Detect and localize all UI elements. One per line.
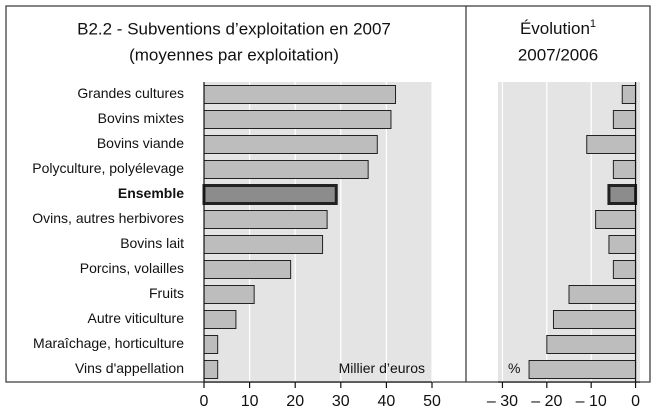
bar [612,260,637,279]
bar [203,310,237,329]
x-tick-label: – 30 [487,393,518,410]
x-tick-label: 50 [423,393,441,410]
category-label: Porcins, volailles [80,260,184,276]
plot-area [498,82,640,382]
bar [203,285,255,304]
bar [612,160,637,179]
x-tick-label: 0 [631,393,640,410]
panel-subtitle: 2007/2006 [518,45,598,64]
category-label: Fruits [149,285,184,301]
panel-title: Évolution1 [520,18,596,39]
x-tick-label: 0 [200,393,209,410]
bar [203,210,328,229]
category-label: Bovins mixtes [98,110,184,126]
bar [612,110,637,129]
category-label: Bovins lait [120,235,184,251]
bar [203,85,397,104]
category-label: Autre viticulture [88,310,185,326]
category-label: Vins d'appellation [75,360,184,376]
bar [595,210,637,229]
x-tick-label: 40 [378,393,396,410]
chart-title: B2.2 - Subventions d’exploitation en 200… [77,19,391,38]
title-main: Évolution [520,19,590,38]
bar [608,235,637,254]
bar [203,235,324,254]
x-tick-label: 20 [286,393,304,410]
bar [202,184,338,205]
category-label: Maraîchage, horticulture [33,335,184,351]
bar [203,160,369,179]
category-label: Ovins, autres herbivores [32,210,184,226]
bar [607,184,638,205]
category-label: Grandes cultures [77,85,184,101]
category-label: Polyculture, polyélevage [32,160,184,176]
x-tick-label: – 10 [576,393,607,410]
x-tick-label: – 20 [531,393,562,410]
bar [203,135,378,154]
chart-subtitle: (moyennes par exploitation) [129,45,339,64]
title-sup: 1 [590,18,596,30]
bar [203,110,392,129]
category-label: Bovins viande [97,135,184,151]
bar [552,310,637,329]
bar [568,285,637,304]
x-tick-label: 30 [332,393,350,410]
category-label: Ensemble [118,185,184,201]
x-tick-label: 10 [241,393,259,410]
bar [203,360,219,379]
bar [546,335,637,354]
bar [528,360,637,379]
plot-area [204,82,432,382]
bar [203,335,219,354]
bar [203,260,292,279]
bar [586,135,637,154]
axis-label: Millier d’euros [339,360,425,376]
bar [621,85,637,104]
axis-label: % [508,360,520,376]
